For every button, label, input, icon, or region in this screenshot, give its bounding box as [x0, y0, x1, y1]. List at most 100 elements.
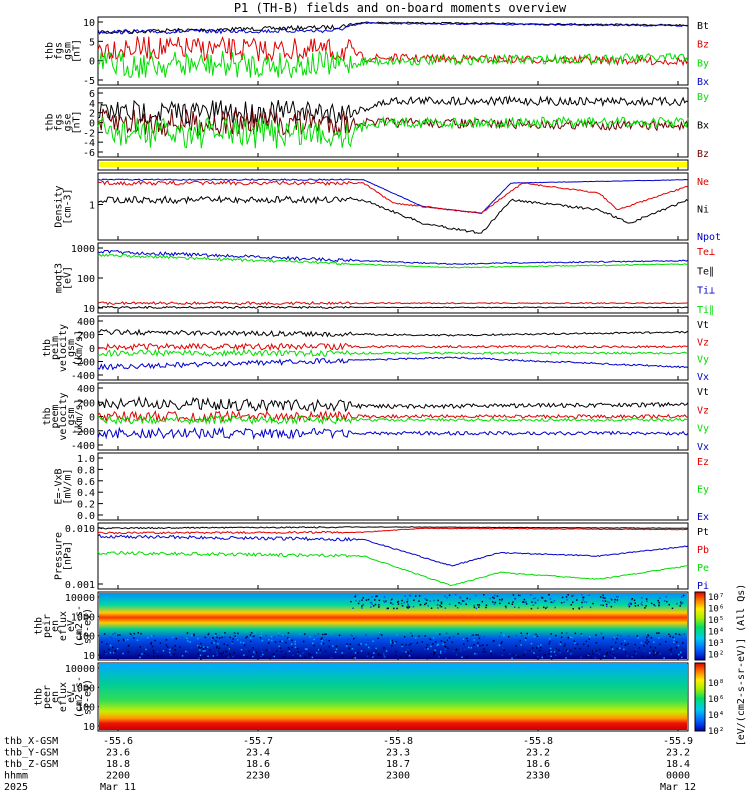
spectrogram-pixel	[216, 636, 218, 639]
panel-ylabel: gsm	[66, 339, 77, 357]
spectrogram-pixel	[569, 652, 572, 654]
panel-frame	[97, 591, 689, 661]
spectrogram-pixel	[610, 646, 613, 648]
panel-ylabel: Density	[54, 185, 65, 227]
spectrogram-pixel	[477, 634, 479, 636]
spectrogram-pixel	[670, 649, 672, 652]
colorbar-tick: 10⁵	[708, 616, 724, 626]
colorbar-electrons	[694, 662, 706, 732]
spectrogram-pixel	[592, 602, 594, 605]
spectrogram-pixel	[229, 647, 232, 650]
spectrogram-pixel	[304, 648, 307, 650]
spectrogram-pixel	[354, 595, 356, 598]
panel-ytick: 200	[77, 398, 95, 409]
spectrogram-pixel	[370, 655, 373, 657]
spectrogram-pixel	[681, 602, 684, 604]
footer-label: 2025	[4, 782, 28, 793]
spectrogram-pixel	[392, 642, 394, 644]
footer-value: 2330	[526, 771, 550, 782]
panel-ylabel: peir	[42, 614, 53, 638]
spectrogram-pixel	[376, 595, 378, 597]
spectrogram-pixel	[294, 643, 296, 645]
spectrogram-pixel	[123, 639, 125, 642]
spectrogram-pixel	[599, 657, 602, 660]
spectrogram-pixel	[649, 652, 651, 654]
spectrogram-pixel	[579, 648, 581, 650]
spectrogram-pixel	[552, 601, 554, 604]
spectrogram-pixel	[153, 635, 155, 637]
spectrogram-pixel	[526, 632, 528, 635]
spectrogram-pixel	[659, 597, 661, 599]
spectrogram-pixel	[332, 645, 334, 647]
spectrogram-pixel	[640, 642, 643, 644]
legend-Vt: Vt	[697, 387, 709, 398]
spectrogram-pixel	[407, 604, 409, 606]
spectrogram-pixel	[609, 651, 611, 653]
spectrogram-pixel	[501, 598, 503, 600]
spectrogram-pixel	[528, 633, 530, 636]
spectrogram-pixel	[512, 594, 515, 596]
spectrogram-pixel	[627, 643, 629, 645]
spectrogram-pixel	[385, 650, 388, 652]
panel-ytick: 200	[77, 331, 95, 342]
spectrogram-pixel	[370, 606, 372, 608]
spectrogram-pixel	[268, 638, 270, 641]
panel-ylabel: gsm	[63, 42, 74, 60]
spectrogram-pixel	[206, 646, 209, 648]
spectrogram-pixel	[169, 651, 171, 654]
spectrogram-pixel	[368, 646, 370, 649]
spectrogram-pixel	[322, 633, 324, 636]
spectrogram-pixel	[613, 636, 615, 639]
panel-ytick: 2	[89, 109, 95, 120]
panel-ylabel: peim	[50, 336, 61, 360]
spectrogram-pixel	[288, 638, 290, 640]
spectrogram-pixel	[636, 635, 638, 637]
spectrogram-pixel	[570, 604, 572, 606]
spectrogram-pixel	[647, 656, 649, 658]
spectrogram-pixel	[395, 654, 397, 656]
spectrogram-pixel	[571, 636, 573, 639]
spectrogram-pixel	[360, 643, 362, 645]
panel-ytick: -400	[71, 371, 95, 382]
spectrogram-pixel	[546, 606, 548, 608]
spectrogram-pixel	[599, 596, 602, 598]
footer-value: 18.4	[666, 759, 690, 770]
spectrogram-pixel	[260, 635, 262, 637]
spectrogram-pixel	[616, 599, 619, 601]
spectrogram-pixel	[261, 639, 264, 642]
spectrogram-pixel	[372, 605, 375, 607]
spectrogram-pixel	[482, 644, 484, 646]
spectrogram-pixel	[437, 599, 439, 602]
spectrogram-pixel	[589, 635, 591, 638]
panel-ytick: -200	[71, 358, 95, 369]
panel-ytick: 100	[77, 703, 95, 714]
spectrogram-pixel	[204, 655, 206, 657]
spectrogram-pixel	[171, 647, 174, 649]
spectrogram-pixel	[612, 643, 614, 645]
spectrogram-pixel	[207, 655, 209, 657]
legend-Ey: Ey	[697, 485, 709, 496]
spectrogram-pixel	[463, 600, 465, 602]
spectrogram-pixel	[454, 594, 457, 596]
footer-value: Mar 11	[100, 782, 136, 793]
spectrogram-pixel	[250, 632, 253, 634]
spectrogram-pixel	[493, 597, 495, 599]
spectrogram-pixel	[447, 647, 449, 650]
spectrogram-pixel	[144, 646, 146, 648]
panel-ytick: 0.4	[77, 488, 95, 499]
spectrogram-pixel	[668, 603, 670, 606]
spectrogram-pixel	[397, 601, 399, 603]
spectrogram-pixel	[440, 650, 442, 653]
spectrogram-pixel	[117, 634, 119, 636]
spectrogram-pixel	[404, 595, 406, 597]
spectrogram-pixel	[530, 607, 533, 610]
spectrogram-pixel	[624, 651, 627, 653]
spectrogram-pixel	[186, 637, 188, 640]
legend-Vy: Vy	[697, 424, 709, 435]
spectrogram-pixel	[371, 603, 373, 605]
spectrogram-pixel	[218, 637, 221, 639]
spectrogram-pixel	[588, 594, 590, 597]
spectrogram-pixel	[659, 653, 661, 655]
spectrogram-pixel	[299, 654, 301, 656]
spectrogram-pixel	[432, 637, 435, 639]
